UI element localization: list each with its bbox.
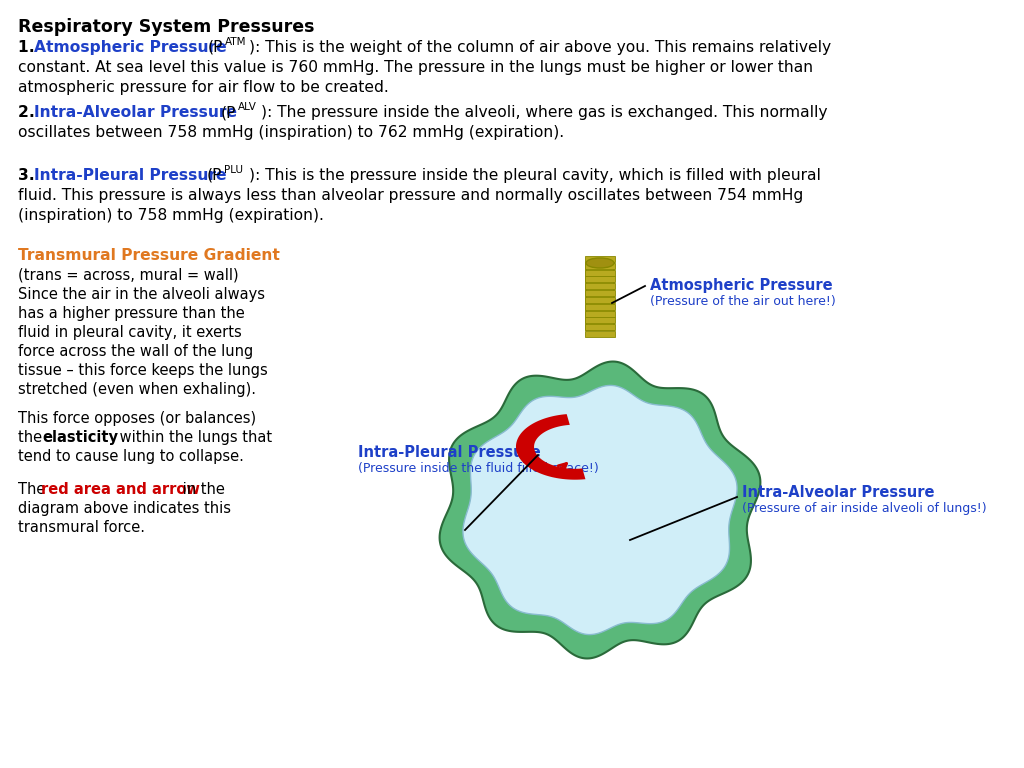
Polygon shape bbox=[463, 386, 737, 634]
Text: 1.: 1. bbox=[18, 40, 40, 55]
Ellipse shape bbox=[586, 258, 614, 268]
Text: (Pressure of the air out here!): (Pressure of the air out here!) bbox=[650, 295, 836, 308]
Text: (trans = across, mural = wall): (trans = across, mural = wall) bbox=[18, 268, 239, 283]
Text: diagram above indicates this: diagram above indicates this bbox=[18, 501, 231, 516]
Text: This force opposes (or balances): This force opposes (or balances) bbox=[18, 411, 256, 426]
Text: has a higher pressure than the: has a higher pressure than the bbox=[18, 306, 245, 321]
Text: (inspiration) to 758 mmHg (expiration).: (inspiration) to 758 mmHg (expiration). bbox=[18, 208, 324, 223]
Polygon shape bbox=[585, 331, 615, 337]
Text: Respiratory System Pressures: Respiratory System Pressures bbox=[18, 18, 314, 36]
Text: Intra-Alveolar Pressure: Intra-Alveolar Pressure bbox=[34, 105, 237, 120]
Polygon shape bbox=[517, 415, 584, 478]
Text: (P: (P bbox=[208, 40, 223, 55]
Polygon shape bbox=[585, 303, 615, 310]
Polygon shape bbox=[585, 256, 615, 262]
Text: The: The bbox=[18, 482, 50, 497]
Text: stretched (even when exhaling).: stretched (even when exhaling). bbox=[18, 382, 256, 397]
Text: Atmospheric Pressure: Atmospheric Pressure bbox=[34, 40, 226, 55]
Text: force across the wall of the lung: force across the wall of the lung bbox=[18, 344, 253, 359]
Polygon shape bbox=[585, 270, 615, 276]
Polygon shape bbox=[439, 362, 761, 658]
Text: Intra-Alveolar Pressure: Intra-Alveolar Pressure bbox=[742, 485, 935, 500]
Text: ): This is the weight of the column of air above you. This remains relatively: ): This is the weight of the column of a… bbox=[249, 40, 831, 55]
Text: constant. At sea level this value is 760 mmHg. The pressure in the lungs must be: constant. At sea level this value is 760… bbox=[18, 60, 813, 75]
Text: within the lungs that: within the lungs that bbox=[115, 430, 272, 445]
Text: atmospheric pressure for air flow to be created.: atmospheric pressure for air flow to be … bbox=[18, 80, 389, 95]
Text: Intra-Pleural Pressure: Intra-Pleural Pressure bbox=[358, 445, 541, 460]
Text: ): The pressure inside the alveoli, where gas is exchanged. This normally: ): The pressure inside the alveoli, wher… bbox=[261, 105, 827, 120]
Polygon shape bbox=[585, 317, 615, 323]
Text: 3.: 3. bbox=[18, 168, 40, 183]
Text: (Pressure of air inside alveoli of lungs!): (Pressure of air inside alveoli of lungs… bbox=[742, 502, 987, 515]
Polygon shape bbox=[586, 263, 614, 330]
Text: Since the air in the alveoli always: Since the air in the alveoli always bbox=[18, 287, 265, 302]
Polygon shape bbox=[585, 310, 615, 316]
Text: tissue – this force keeps the lungs: tissue – this force keeps the lungs bbox=[18, 363, 267, 378]
Text: elasticity: elasticity bbox=[42, 430, 118, 445]
Text: oscillates between 758 mmHg (inspiration) to 762 mmHg (expiration).: oscillates between 758 mmHg (inspiration… bbox=[18, 125, 564, 140]
Text: fluid in pleural cavity, it exerts: fluid in pleural cavity, it exerts bbox=[18, 325, 242, 340]
Text: 2.: 2. bbox=[18, 105, 40, 120]
Text: the: the bbox=[18, 430, 47, 445]
Polygon shape bbox=[585, 324, 615, 330]
Polygon shape bbox=[585, 297, 615, 303]
Text: PLU: PLU bbox=[224, 165, 243, 175]
Text: transmural force.: transmural force. bbox=[18, 520, 145, 535]
Polygon shape bbox=[585, 263, 615, 269]
Text: Transmural Pressure Gradient: Transmural Pressure Gradient bbox=[18, 248, 280, 263]
Text: tend to cause lung to collapse.: tend to cause lung to collapse. bbox=[18, 449, 244, 464]
Text: ATM: ATM bbox=[225, 37, 247, 47]
Polygon shape bbox=[585, 290, 615, 296]
Text: (P: (P bbox=[221, 105, 237, 120]
Text: ALV: ALV bbox=[238, 102, 257, 112]
Polygon shape bbox=[585, 276, 615, 283]
Text: (Pressure inside the fluid filled space!): (Pressure inside the fluid filled space!… bbox=[358, 462, 599, 475]
Text: ): This is the pressure inside the pleural cavity, which is filled with pleural: ): This is the pressure inside the pleur… bbox=[249, 168, 821, 183]
Text: red area and arrow: red area and arrow bbox=[41, 482, 200, 497]
Text: Intra-Pleural Pressure: Intra-Pleural Pressure bbox=[34, 168, 226, 183]
Polygon shape bbox=[585, 283, 615, 290]
Text: fluid. This pressure is always less than alveolar pressure and normally oscillat: fluid. This pressure is always less than… bbox=[18, 188, 803, 203]
Text: Atmospheric Pressure: Atmospheric Pressure bbox=[650, 278, 833, 293]
Text: (P: (P bbox=[207, 168, 222, 183]
Text: in the: in the bbox=[178, 482, 225, 497]
